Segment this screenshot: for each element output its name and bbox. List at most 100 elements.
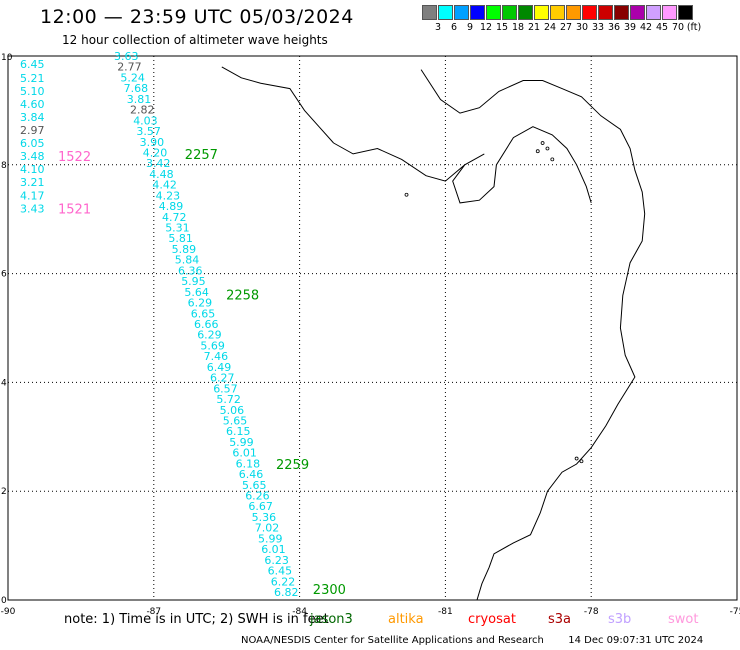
legend-swatch	[614, 5, 629, 20]
wave-height-value: 3.48	[20, 150, 45, 163]
wave-height-value: 6.57	[213, 382, 238, 395]
wave-height-value: 5.81	[168, 232, 193, 245]
footer-note: note: 1) Time is in UTC; 2) SWH is in fe…	[64, 612, 329, 627]
color-legend	[422, 5, 694, 20]
legend-label: 33	[591, 22, 605, 33]
wave-height-value: 6.01	[261, 543, 286, 556]
wave-height-value: 6.29	[197, 329, 222, 342]
wave-height-value: 3.43	[20, 202, 45, 215]
wave-height-value: 4.10	[20, 163, 45, 176]
lat-tick-label: 8	[1, 161, 7, 171]
legend-swatch	[598, 5, 613, 20]
wave-height-value: 6.27	[210, 372, 235, 385]
island	[579, 459, 584, 464]
legend-label: 21	[527, 22, 541, 33]
legend-label: 18	[511, 22, 525, 33]
wave-height-value: 4.72	[162, 211, 187, 224]
satellite-label-cryosat: cryosat	[468, 612, 516, 627]
legend-swatch	[534, 5, 549, 20]
lat-tick-label: 6	[1, 270, 7, 280]
wave-height-value: 2.97	[20, 124, 45, 137]
legend-label: 27	[559, 22, 573, 33]
map-frame	[7, 55, 738, 601]
credit-text: NOAA/NESDIS Center for Satellite Applica…	[241, 635, 544, 646]
legend-label: 70	[671, 22, 685, 33]
wave-height-value: 4.03	[133, 114, 158, 127]
legend-swatch	[502, 5, 517, 20]
lat-tick-label: 10	[1, 53, 13, 63]
legend-swatch	[518, 5, 533, 20]
wave-height-value: 6.65	[191, 307, 216, 320]
legend-label: 9	[466, 22, 474, 33]
legend-label: 12	[479, 22, 493, 33]
legend-swatch	[678, 5, 693, 20]
wave-height-value: 7.46	[204, 350, 229, 363]
legend-label: 15	[495, 22, 509, 33]
credit-line: NOAA/NESDIS Center for Satellite Applica…	[241, 635, 703, 646]
wave-height-value: 2.77	[117, 61, 142, 74]
wave-height-value: 6.15	[226, 425, 251, 438]
wave-height-value: 5.24	[120, 71, 144, 84]
lon-tick-label: -78	[584, 607, 599, 617]
page-subtitle: 12 hour collection of altimeter wave hei…	[62, 33, 328, 47]
wave-height-value: 5.36	[252, 511, 277, 524]
wave-height-value: 5.89	[172, 243, 197, 256]
lon-tick-label: -90	[1, 607, 16, 617]
wave-height-value: 6.45	[20, 58, 45, 71]
legend-swatch	[438, 5, 453, 20]
coastline-west	[333, 142, 466, 182]
legend-swatch	[582, 5, 597, 20]
satellite-label-s3a: s3a	[548, 612, 572, 627]
wave-height-value: 5.84	[175, 254, 200, 267]
lat-tick-label: 4	[1, 378, 7, 388]
wave-height-value: 3.90	[140, 136, 165, 149]
legend-label: 39	[623, 22, 637, 33]
generated-timestamp: 14 Dec 09:07:31 UTC 2024	[568, 635, 704, 646]
wave-height-value: 6.67	[248, 500, 273, 513]
wave-height-value: 6.45	[268, 565, 293, 578]
wave-height-value: 2.82	[130, 104, 155, 117]
pass-time-label: 2258	[226, 288, 259, 303]
satellite-label-swot: swot	[668, 612, 699, 627]
satellite-label-altika: altika	[388, 612, 424, 627]
wave-height-value: 5.65	[223, 415, 248, 428]
pass-time-label: 2300	[313, 583, 346, 598]
wave-height-value: 5.64	[184, 286, 209, 299]
legend-swatch	[662, 5, 677, 20]
wave-height-value: 6.36	[178, 264, 203, 277]
wave-height-value: 6.82	[274, 586, 299, 599]
wave-height-value: 3.81	[127, 93, 152, 106]
wave-height-value: 3.21	[20, 176, 45, 189]
wave-height-value: 6.26	[245, 490, 270, 503]
wave-height-value: 6.05	[20, 137, 45, 150]
wave-height-value: 6.66	[194, 318, 219, 331]
island	[545, 146, 550, 151]
wave-height-value: 6.29	[188, 297, 213, 310]
wave-height-value: 6.18	[236, 457, 261, 470]
coastline	[420, 69, 646, 601]
wave-height-value: 3.63	[114, 50, 139, 63]
legend-label: 30	[575, 22, 589, 33]
coastline-northwest	[221, 66, 334, 144]
legend-label: 24	[543, 22, 557, 33]
legend-label: 36	[607, 22, 621, 33]
wave-height-value: 5.99	[229, 436, 254, 449]
wave-height-value: 5.06	[220, 404, 245, 417]
island	[535, 149, 540, 154]
wave-height-value: 5.65	[242, 479, 267, 492]
pass-time-label: 2257	[185, 148, 218, 163]
legend-label: (ft)	[686, 22, 702, 33]
wave-height-value: 4.23	[156, 189, 181, 202]
wave-height-value: 5.69	[200, 339, 225, 352]
wave-height-value: 3.84	[20, 111, 45, 124]
lon-tick-label: -81	[438, 607, 453, 617]
island	[550, 157, 555, 162]
wave-height-value: 4.89	[159, 200, 184, 213]
wave-height-value: 6.46	[239, 468, 263, 481]
legend-swatch	[630, 5, 645, 20]
pass-time-label: 1521	[58, 202, 91, 217]
wave-height-value: 5.21	[20, 72, 45, 85]
wave-height-value: 4.17	[20, 189, 45, 202]
